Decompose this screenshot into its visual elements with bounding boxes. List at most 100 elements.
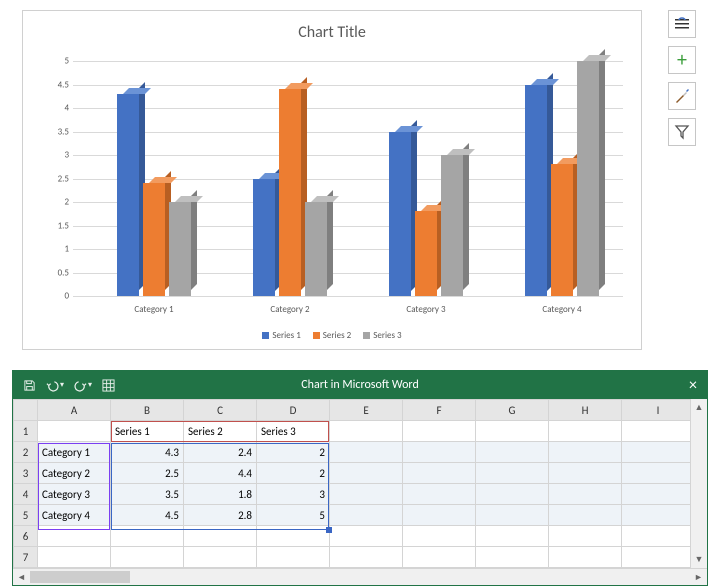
- chart-container[interactable]: Chart Title 00.511.522.533.544.55 Catego…: [22, 10, 642, 350]
- chart-elements-button[interactable]: +: [668, 46, 696, 74]
- layout-options-button[interactable]: [668, 10, 696, 38]
- cell[interactable]: 3.5: [111, 484, 184, 505]
- cell[interactable]: [403, 463, 476, 484]
- cell[interactable]: Category 1: [38, 442, 111, 463]
- bar-Series2[interactable]: [143, 183, 165, 296]
- bar-Series1[interactable]: [389, 132, 411, 297]
- cell[interactable]: Series 2: [184, 421, 257, 442]
- cell[interactable]: [622, 547, 695, 568]
- column-header[interactable]: F: [403, 400, 476, 421]
- cell[interactable]: [184, 526, 257, 547]
- row-header[interactable]: 1: [14, 421, 38, 442]
- cell[interactable]: Series 1: [111, 421, 184, 442]
- cell[interactable]: [622, 421, 695, 442]
- cell[interactable]: [476, 442, 549, 463]
- bar-Series3[interactable]: [577, 61, 599, 296]
- cell[interactable]: [330, 463, 403, 484]
- cell[interactable]: 2: [257, 442, 330, 463]
- redo-button[interactable]: ▾: [74, 379, 92, 392]
- cell[interactable]: [330, 442, 403, 463]
- bar-Series2[interactable]: [415, 211, 437, 296]
- cell[interactable]: [549, 463, 622, 484]
- cell[interactable]: Category 4: [38, 505, 111, 526]
- bar-Series2[interactable]: [279, 89, 301, 296]
- cell[interactable]: [403, 484, 476, 505]
- undo-button[interactable]: ▾: [46, 379, 64, 392]
- vertical-scrollbar[interactable]: ▲ ▼: [690, 399, 707, 568]
- chart-title[interactable]: Chart Title: [23, 11, 641, 42]
- cell[interactable]: [330, 547, 403, 568]
- bar-Series1[interactable]: [253, 179, 275, 297]
- cell[interactable]: [476, 505, 549, 526]
- bar-Series3[interactable]: [169, 202, 191, 296]
- cell[interactable]: [549, 442, 622, 463]
- column-header[interactable]: C: [184, 400, 257, 421]
- cell[interactable]: [622, 484, 695, 505]
- cell[interactable]: [184, 547, 257, 568]
- row-header[interactable]: 2: [14, 442, 38, 463]
- cell[interactable]: [476, 526, 549, 547]
- column-header[interactable]: I: [622, 400, 695, 421]
- cell[interactable]: [403, 442, 476, 463]
- cell[interactable]: [476, 421, 549, 442]
- cell[interactable]: [549, 484, 622, 505]
- cell[interactable]: [330, 421, 403, 442]
- cell[interactable]: [330, 526, 403, 547]
- cell[interactable]: [257, 526, 330, 547]
- cell[interactable]: [622, 526, 695, 547]
- column-header[interactable]: D: [257, 400, 330, 421]
- scroll-down-icon[interactable]: ▼: [691, 551, 707, 568]
- scroll-up-icon[interactable]: ▲: [691, 399, 707, 416]
- column-header[interactable]: B: [111, 400, 184, 421]
- cell[interactable]: 2.8: [184, 505, 257, 526]
- scroll-right-icon[interactable]: ►: [690, 572, 707, 583]
- bar-Series3[interactable]: [305, 202, 327, 296]
- bar-Series1[interactable]: [525, 85, 547, 297]
- plot-area[interactable]: Category 1Category 2Category 3Category 4: [73, 61, 623, 296]
- cell[interactable]: [549, 547, 622, 568]
- cell[interactable]: [403, 421, 476, 442]
- datasheet-icon[interactable]: [102, 379, 115, 392]
- chart-styles-button[interactable]: [668, 82, 696, 110]
- row-header[interactable]: 3: [14, 463, 38, 484]
- bar-Series3[interactable]: [441, 155, 463, 296]
- cell[interactable]: 2.4: [184, 442, 257, 463]
- save-button[interactable]: [23, 379, 36, 392]
- row-header[interactable]: 4: [14, 484, 38, 505]
- cell[interactable]: 4.3: [111, 442, 184, 463]
- cell[interactable]: [476, 463, 549, 484]
- cell[interactable]: [257, 547, 330, 568]
- cell[interactable]: [549, 505, 622, 526]
- cell[interactable]: [330, 484, 403, 505]
- cell[interactable]: [111, 526, 184, 547]
- cell[interactable]: [38, 547, 111, 568]
- cell[interactable]: Series 3: [257, 421, 330, 442]
- bar-Series1[interactable]: [117, 94, 139, 296]
- cell[interactable]: [549, 526, 622, 547]
- horizontal-scrollbar[interactable]: ◄ ►: [13, 568, 707, 585]
- cell[interactable]: Category 3: [38, 484, 111, 505]
- cell[interactable]: [622, 463, 695, 484]
- row-header[interactable]: 7: [14, 547, 38, 568]
- cell[interactable]: [622, 505, 695, 526]
- row-header[interactable]: 5: [14, 505, 38, 526]
- cell[interactable]: [403, 505, 476, 526]
- cell[interactable]: [549, 421, 622, 442]
- bar-Series2[interactable]: [551, 164, 573, 296]
- cell[interactable]: [403, 547, 476, 568]
- cell[interactable]: 2.5: [111, 463, 184, 484]
- cell[interactable]: 5: [257, 505, 330, 526]
- cell[interactable]: 4.5: [111, 505, 184, 526]
- column-header[interactable]: A: [38, 400, 111, 421]
- chart-legend[interactable]: Series 1Series 2Series 3: [23, 330, 641, 341]
- scroll-thumb[interactable]: [30, 571, 130, 583]
- legend-item[interactable]: Series 1: [262, 330, 300, 341]
- close-button[interactable]: ×: [689, 376, 697, 395]
- cell[interactable]: [476, 484, 549, 505]
- column-header[interactable]: G: [476, 400, 549, 421]
- chart-filters-button[interactable]: [668, 118, 696, 146]
- cell[interactable]: 1.8: [184, 484, 257, 505]
- fill-handle[interactable]: [326, 527, 332, 533]
- cell[interactable]: [38, 526, 111, 547]
- cell[interactable]: 4.4: [184, 463, 257, 484]
